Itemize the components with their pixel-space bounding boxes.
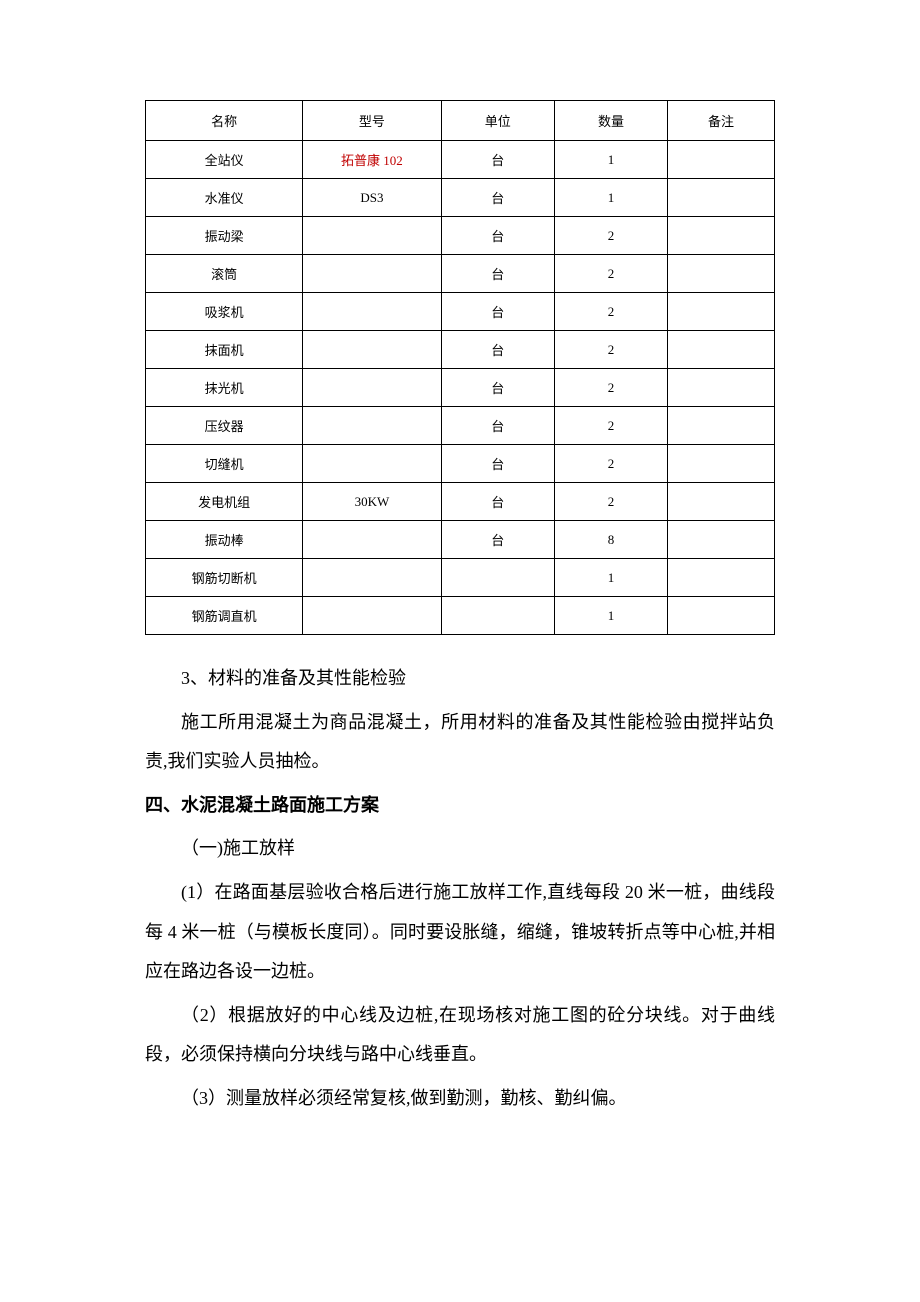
cell-qty: 1 [554,559,667,597]
cell-unit: 台 [441,255,554,293]
header-name: 名称 [146,101,303,141]
cell-name: 切缝机 [146,445,303,483]
cell-note [668,407,775,445]
cell-model [303,293,441,331]
cell-qty: 2 [554,369,667,407]
cell-note [668,141,775,179]
cell-model [303,331,441,369]
table-row: 抹面机 台2 [146,331,775,369]
cell-qty: 1 [554,141,667,179]
cell-model [303,521,441,559]
paragraph-item-3: （3）测量放样必须经常复核,做到勤测，勤核、勤纠偏。 [145,1079,775,1119]
cell-qty: 2 [554,331,667,369]
paragraph-item-1: (1）在路面基层验收合格后进行施工放样工作,直线每段 20 米一桩，曲线段每 4… [145,873,775,992]
cell-model [303,369,441,407]
table-header-row: 名称 型号 单位 数量 备注 [146,101,775,141]
table-row: 切缝机 台2 [146,445,775,483]
cell-note [668,559,775,597]
cell-unit: 台 [441,331,554,369]
cell-qty: 2 [554,407,667,445]
cell-name: 压纹器 [146,407,303,445]
cell-model [303,407,441,445]
cell-unit: 台 [441,521,554,559]
cell-model: 30KW [303,483,441,521]
cell-qty: 2 [554,217,667,255]
cell-note [668,217,775,255]
cell-note [668,331,775,369]
table-row: 压纹器 台2 [146,407,775,445]
cell-qty: 2 [554,293,667,331]
cell-name: 全站仪 [146,141,303,179]
cell-unit: 台 [441,217,554,255]
cell-note [668,483,775,521]
cell-model [303,597,441,635]
paragraph-sub-1: （一)施工放样 [145,829,775,869]
cell-note [668,597,775,635]
cell-unit: 台 [441,141,554,179]
table-row: 发电机组30KW台2 [146,483,775,521]
paragraph-material-desc: 施工所用混凝土为商品混凝土，所用材料的准备及其性能检验由搅拌站负责,我们实验人员… [145,703,775,782]
header-qty: 数量 [554,101,667,141]
header-note: 备注 [668,101,775,141]
table-row: 钢筋切断机 1 [146,559,775,597]
cell-unit: 台 [441,445,554,483]
cell-model [303,445,441,483]
heading-section-4: 四、水泥混凝土路面施工方案 [145,786,775,826]
table-body: 全站仪拓普康 102台1水准仪DS3台1振动梁台2滚筒台2吸浆机台2抹面机台2抹… [146,141,775,635]
cell-name: 钢筋切断机 [146,559,303,597]
cell-unit [441,597,554,635]
cell-qty: 2 [554,445,667,483]
header-model: 型号 [303,101,441,141]
cell-qty: 8 [554,521,667,559]
cell-note [668,293,775,331]
equipment-table: 名称 型号 单位 数量 备注 全站仪拓普康 102台1水准仪DS3台1振动梁台2… [145,100,775,635]
cell-qty: 1 [554,179,667,217]
cell-name: 抹面机 [146,331,303,369]
cell-note [668,255,775,293]
cell-model [303,217,441,255]
cell-name: 振动梁 [146,217,303,255]
cell-unit: 台 [441,293,554,331]
cell-name: 振动棒 [146,521,303,559]
table-row: 全站仪拓普康 102台1 [146,141,775,179]
cell-qty: 1 [554,597,667,635]
cell-qty: 2 [554,255,667,293]
cell-name: 滚筒 [146,255,303,293]
cell-qty: 2 [554,483,667,521]
cell-name: 吸浆机 [146,293,303,331]
table-row: 吸浆机 台2 [146,293,775,331]
table-row: 振动梁 台2 [146,217,775,255]
cell-unit: 台 [441,179,554,217]
paragraph-item-2: （2）根据放好的中心线及边桩,在现场核对施工图的砼分块线。对于曲线段，必须保持横… [145,996,775,1075]
table-row: 振动棒 台8 [146,521,775,559]
table-row: 抹光机 台2 [146,369,775,407]
cell-note [668,445,775,483]
cell-unit: 台 [441,483,554,521]
table-row: 钢筋调直机 1 [146,597,775,635]
cell-name: 抹光机 [146,369,303,407]
cell-model: DS3 [303,179,441,217]
cell-name: 发电机组 [146,483,303,521]
table-row: 滚筒 台2 [146,255,775,293]
cell-note [668,521,775,559]
cell-model [303,559,441,597]
table-row: 水准仪DS3台1 [146,179,775,217]
cell-unit: 台 [441,369,554,407]
header-unit: 单位 [441,101,554,141]
paragraph-material-prep: 3、材料的准备及其性能检验 [145,659,775,699]
cell-model: 拓普康 102 [303,141,441,179]
cell-unit: 台 [441,407,554,445]
cell-unit [441,559,554,597]
cell-note [668,179,775,217]
cell-name: 水准仪 [146,179,303,217]
cell-model [303,255,441,293]
cell-note [668,369,775,407]
cell-name: 钢筋调直机 [146,597,303,635]
